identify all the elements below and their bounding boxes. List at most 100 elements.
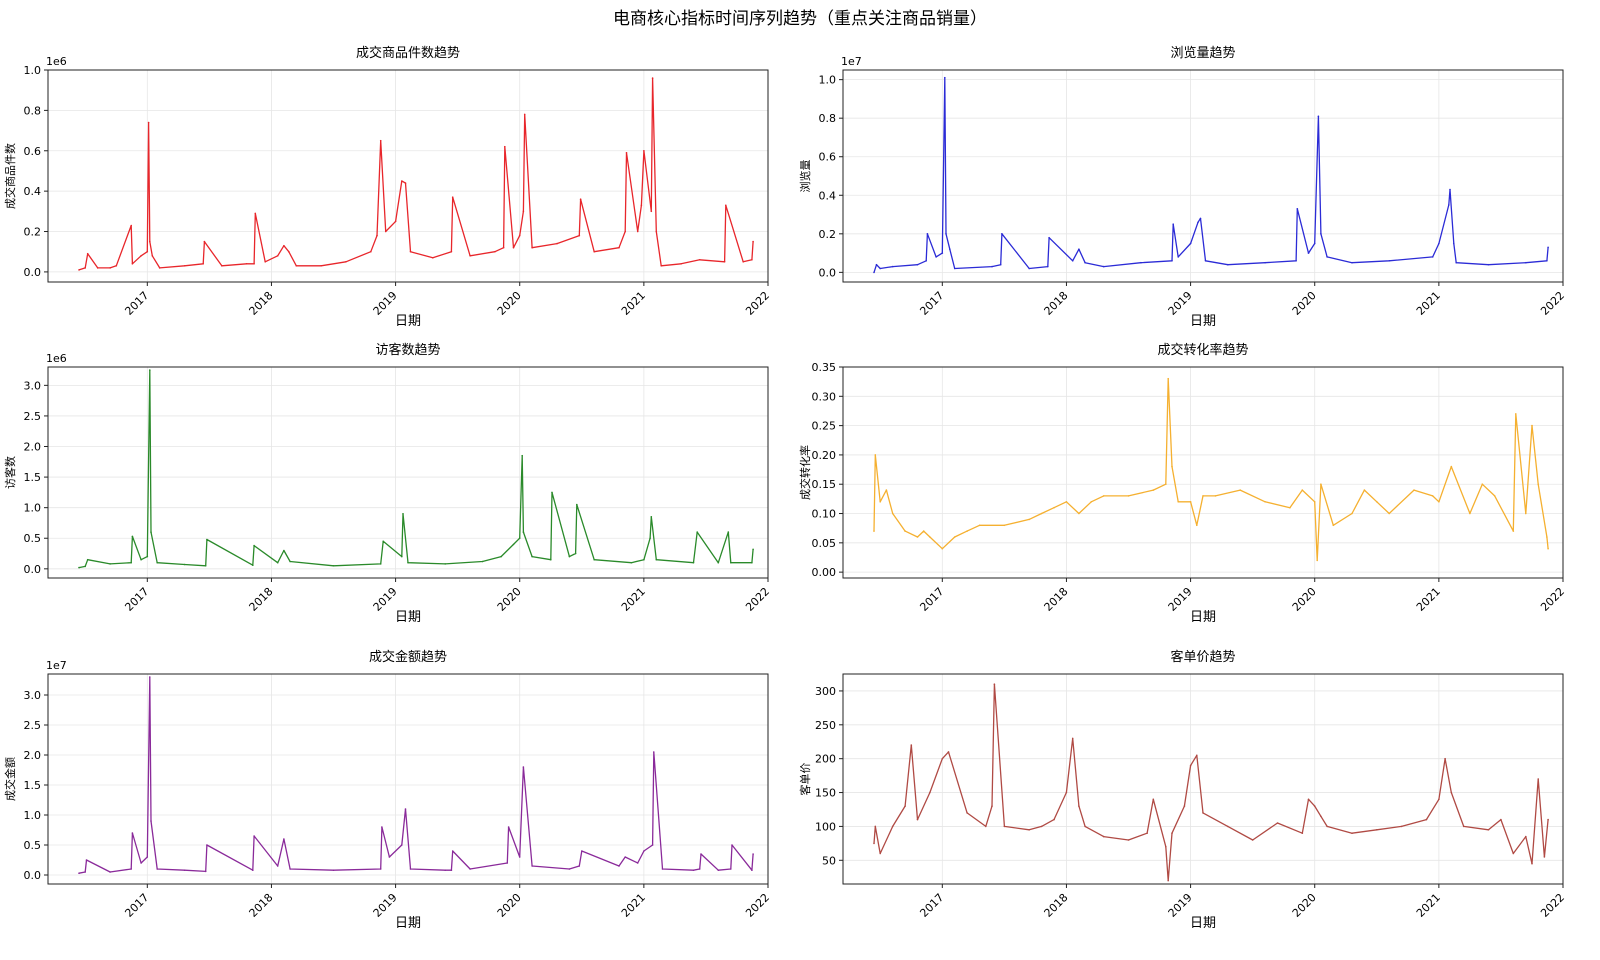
data-point [551, 491, 553, 494]
data-point [661, 868, 664, 870]
data-point [1469, 512, 1471, 515]
data-point [1444, 757, 1446, 760]
data-point [636, 862, 639, 864]
data-point [751, 259, 753, 261]
plot-frame [47, 673, 769, 885]
data-point [96, 267, 99, 269]
data-point [991, 805, 993, 807]
data-point [1202, 495, 1204, 497]
data-point [1547, 818, 1549, 821]
data-point [404, 808, 407, 810]
data-point [692, 561, 695, 564]
data-point [450, 250, 453, 253]
data-point [873, 271, 875, 274]
data-point [379, 139, 382, 142]
data-point [624, 856, 626, 858]
data-point [1189, 242, 1192, 245]
data-point [1500, 818, 1502, 821]
figure-title: 电商核心指标时间序列趋势（重点关注商品销量） [613, 9, 987, 29]
x-tick-label: 2021 [1414, 289, 1443, 318]
data-point [916, 818, 919, 821]
data-point [146, 555, 149, 558]
data-point [1388, 512, 1390, 515]
data-point [183, 265, 186, 267]
data-point [150, 531, 152, 533]
axis-multiplier: 1e7 [841, 55, 862, 68]
data-point [680, 263, 682, 265]
x-axis-label: 日期 [1190, 314, 1216, 329]
data-point [444, 563, 447, 565]
data-point [556, 242, 558, 245]
data-point [1301, 489, 1304, 491]
data-point [1400, 825, 1403, 828]
data-point [1003, 524, 1006, 527]
data-point [384, 230, 387, 233]
data-point [618, 865, 620, 867]
data-point [579, 198, 582, 200]
data-point [1078, 805, 1080, 807]
x-tick-label: 2022 [743, 891, 772, 920]
data-point [1078, 512, 1080, 515]
data-point [401, 844, 403, 846]
data-point [1078, 248, 1080, 250]
data-point [929, 536, 931, 538]
data-point [409, 868, 412, 870]
x-tick-label: 2020 [1290, 289, 1319, 318]
axis-multiplier: 1e6 [46, 55, 67, 68]
data-point [130, 224, 132, 227]
data-point [643, 850, 645, 852]
data-point [991, 265, 993, 268]
data-point [953, 267, 956, 270]
data-point [1376, 829, 1378, 831]
data-point [700, 853, 702, 855]
y-tick-label: 0.0 [24, 266, 42, 279]
data-point [730, 868, 732, 870]
data-point [1351, 512, 1353, 515]
x-tick-label: 2017 [122, 891, 151, 920]
data-point [203, 240, 206, 243]
data-point [502, 246, 505, 249]
data-point [506, 862, 509, 864]
data-point [109, 871, 111, 873]
data-point [206, 538, 208, 541]
data-point [253, 544, 255, 547]
data-point [407, 561, 409, 564]
data-point [376, 234, 378, 237]
data-point [692, 869, 695, 871]
data-point [925, 260, 927, 262]
y-tick-label: 0.2 [24, 226, 42, 239]
x-tick-label: 2020 [495, 289, 524, 318]
series-line-orange [873, 378, 1549, 562]
data-point [1450, 791, 1453, 794]
data-point [655, 230, 658, 233]
data-point [725, 204, 727, 207]
data-point [521, 454, 523, 457]
data-point [1316, 559, 1318, 562]
data-point [131, 263, 134, 265]
data-point [140, 558, 142, 561]
data-point [630, 561, 633, 564]
data-point [550, 558, 552, 561]
data-point [252, 869, 254, 871]
data-point [1084, 261, 1086, 264]
y-tick-label: 0.6 [819, 151, 837, 164]
data-point [1196, 524, 1198, 527]
data-point [1320, 233, 1322, 235]
data-point [1189, 764, 1192, 767]
data-point [1140, 261, 1142, 264]
y-tick-label: 3.0 [24, 379, 42, 392]
data-point [146, 250, 149, 253]
data-point [84, 565, 86, 568]
plot-frame [47, 366, 769, 579]
data-point [451, 196, 454, 198]
data-point [444, 869, 447, 871]
data-point [885, 489, 888, 491]
data-point [947, 751, 950, 753]
y-axis-label: 客单价 [798, 763, 812, 796]
x-tick-label: 2021 [619, 891, 648, 920]
data-point [1320, 815, 1322, 818]
data-point [283, 549, 285, 552]
data-point [1531, 424, 1533, 427]
x-tick-label: 2021 [1414, 891, 1443, 920]
data-point [1227, 263, 1229, 266]
